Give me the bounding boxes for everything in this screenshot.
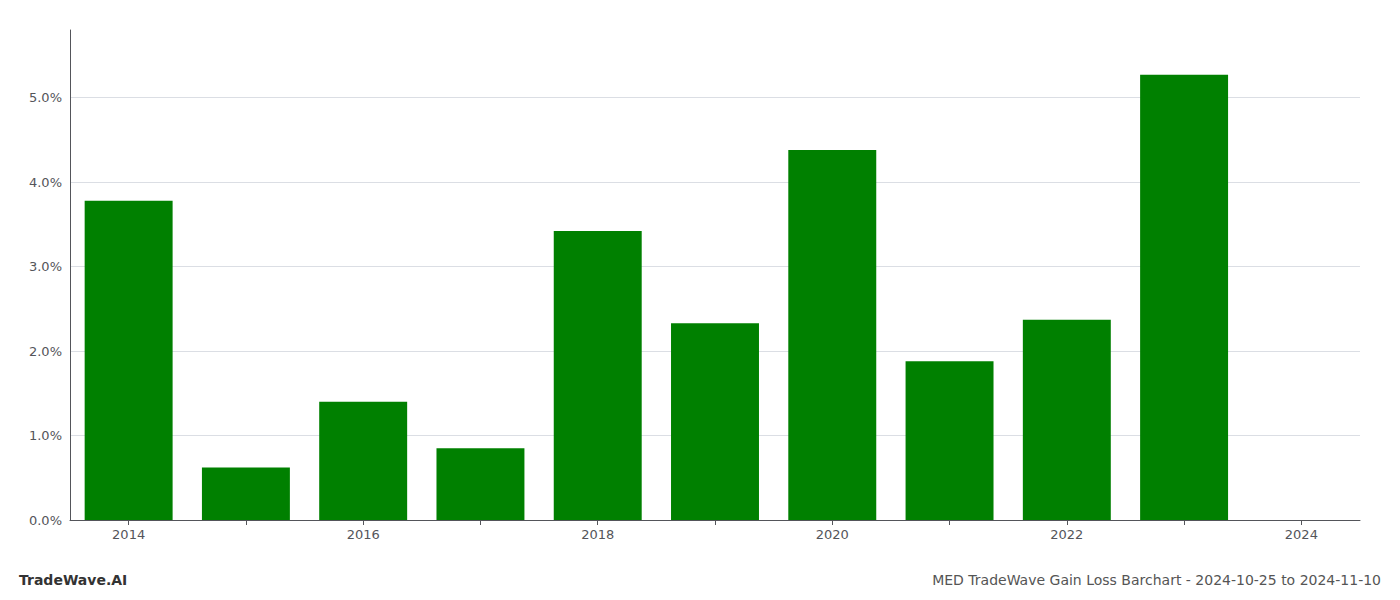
svg-text:2018: 2018 [581, 527, 614, 542]
svg-text:4.0%: 4.0% [29, 175, 62, 190]
svg-text:2022: 2022 [1050, 527, 1083, 542]
svg-text:TradeWave.AI: TradeWave.AI [19, 572, 127, 588]
svg-text:3.0%: 3.0% [29, 259, 62, 274]
svg-text:2024: 2024 [1285, 527, 1318, 542]
svg-text:2014: 2014 [112, 527, 145, 542]
svg-text:MED TradeWave Gain Loss Barcha: MED TradeWave Gain Loss Barchart - 2024-… [932, 572, 1381, 588]
svg-text:0.0%: 0.0% [29, 513, 62, 528]
svg-text:2.0%: 2.0% [29, 344, 62, 359]
svg-text:1.0%: 1.0% [29, 428, 62, 443]
svg-text:2016: 2016 [347, 527, 380, 542]
svg-text:2020: 2020 [816, 527, 849, 542]
svg-text:5.0%: 5.0% [29, 90, 62, 105]
